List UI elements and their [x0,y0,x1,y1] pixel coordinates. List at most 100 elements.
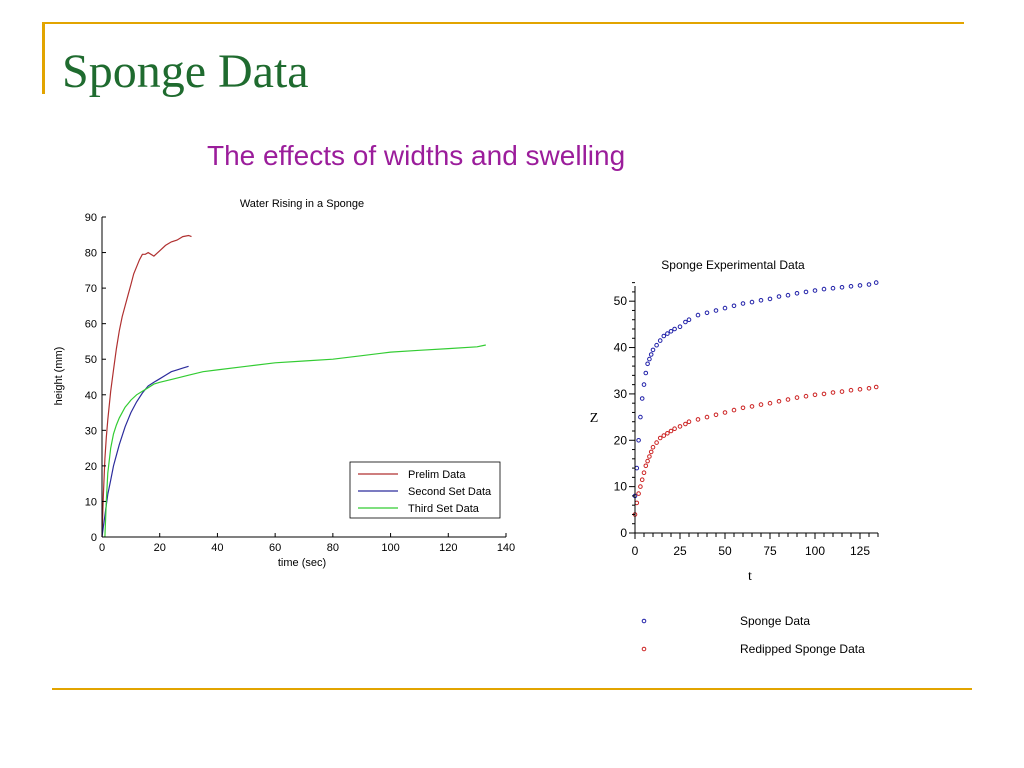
chart2-point-1 [812,288,818,293]
chart2-y-tick-label: 10 [614,480,628,494]
accent-rule-bottom [52,688,972,690]
chart2-point-1 [638,414,643,420]
chart2-point-2 [821,391,827,397]
chart2-point-2 [672,426,677,431]
chart2-point-2 [683,421,688,427]
chart1-title: Water Rising in a Sponge [240,198,364,210]
chart2-point-2 [848,387,854,393]
chart2-point-1 [866,282,872,287]
chart2-point-1 [749,299,755,305]
chart1-series-line-1 [101,234,192,538]
accent-bar-vertical [42,22,45,94]
chart1-y-tick-label: 90 [85,212,97,224]
chart1-xlabel: time (sec) [278,557,326,569]
chart2-point-2 [722,410,728,415]
chart1-legend-label: Prelim Data [408,469,466,481]
chart2-point-1 [672,326,677,332]
chart2-point-2 [634,500,640,506]
chart2-point-1 [848,284,854,289]
chart2-point-1 [695,312,701,318]
chart2-point-1 [657,338,663,343]
chart2-point-2 [648,449,654,455]
chart1-y-tick-label: 50 [85,354,97,366]
chart1-legend-label: Third Set Data [408,503,480,515]
chart2-point-1 [645,361,650,367]
chart2-legend-label: Sponge Data [740,614,810,628]
chart2-point-1 [803,289,809,295]
chart2-point-1 [794,291,800,296]
chart1-x-tick-label: 40 [211,542,223,554]
chart2-point-1 [857,283,863,288]
chart2-point-2 [661,433,667,438]
chart2-point-2 [794,395,800,400]
chart2-y-tick-label: 30 [614,387,628,401]
chart2-point-1 [677,324,683,329]
chart2-point-2 [776,399,782,404]
chart2-title: Sponge Experimental Data [661,258,805,272]
chart1-y-tick-label: 80 [85,248,97,260]
chart2-x-tick-label: 75 [763,544,777,558]
chart2-point-1 [704,310,710,316]
slide-subtitle: The effects of widths and swelling [207,140,626,171]
chart2-x-tick-label: 125 [850,544,870,558]
accent-rule-top [42,22,964,24]
chart2-point-1 [821,286,827,292]
chart2-point-1 [661,333,667,339]
chart2-point-2 [704,414,710,420]
chart1-y-tick-label: 30 [85,425,97,437]
chart1-y-tick-label: 10 [85,496,97,508]
chart2-point-2 [857,387,863,392]
chart2-point-2 [767,400,773,406]
chart2-point-2 [839,389,845,394]
chart2-point-1 [758,298,764,303]
chart2-point-1 [776,294,782,299]
chart2-point-2 [830,390,836,395]
chart2-point-2 [740,405,746,411]
chart2-y-tick-label: 40 [614,341,628,355]
chart2-point-1 [650,347,656,353]
chart2-point-1 [634,465,640,471]
chart2-y-tick-label: 20 [614,433,628,447]
chart1-series-line-2 [101,365,189,538]
chart2-point-1 [668,329,674,334]
chart2-point-2 [668,428,674,434]
chart2-point-1 [639,396,645,401]
chart1-y-tick-label: 70 [85,283,97,295]
chart1-x-tick-label: 140 [497,542,515,554]
chart2-point-2 [665,431,670,436]
chart2-point-1 [636,438,641,443]
chart2-point-2 [866,386,872,391]
chart1-ylabel: height (mm) [53,347,65,406]
chart2-point-1 [648,352,654,357]
chart1-legend: Prelim Data Second Set Data Third Set Data [349,461,501,519]
chart2-point-1 [839,285,845,290]
chart2-point-2 [713,412,719,418]
chart2-x-tick-label: 25 [673,544,687,558]
chart1-x-tick-label: 80 [327,542,339,554]
chart2-point-1 [643,370,649,376]
chart2-point-1 [731,303,737,309]
chart2-point-1 [641,382,647,387]
chart1-y-tick-label: 40 [85,390,97,402]
chart1-x-tick-label: 0 [99,542,105,554]
chart2-x-tick-label: 0 [632,544,639,558]
chart2-point-2 [645,458,650,464]
chart2-point-2 [641,470,647,475]
chart2-y-tick-label: 0 [620,526,627,540]
chart1-y-tick-label: 60 [85,319,97,331]
chart2-point-1 [665,331,670,336]
water-rising-chart: Water Rising in a Sponge 0 20 40 60 80 100 120… [53,198,515,569]
chart2-point-2 [873,384,879,390]
chart1-y-tick-label: 0 [91,532,97,544]
chart2-point-2 [650,444,656,450]
chart1-x-tick-label: 100 [381,542,399,554]
chart2-point-2 [657,435,663,441]
chart2-point-1 [873,280,879,285]
chart2-point-1 [722,305,728,311]
chart1-legend-box [349,461,501,519]
chart2-point-1 [785,292,791,298]
chart2-point-2 [758,402,764,407]
chart2-point-1 [683,319,688,325]
chart2-xlabel: t [748,569,752,584]
slide-title: Sponge Data [62,45,309,98]
